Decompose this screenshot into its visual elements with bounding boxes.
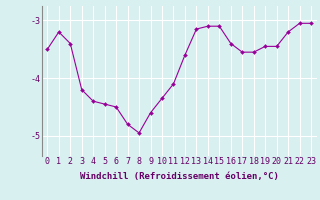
X-axis label: Windchill (Refroidissement éolien,°C): Windchill (Refroidissement éolien,°C)	[80, 172, 279, 181]
